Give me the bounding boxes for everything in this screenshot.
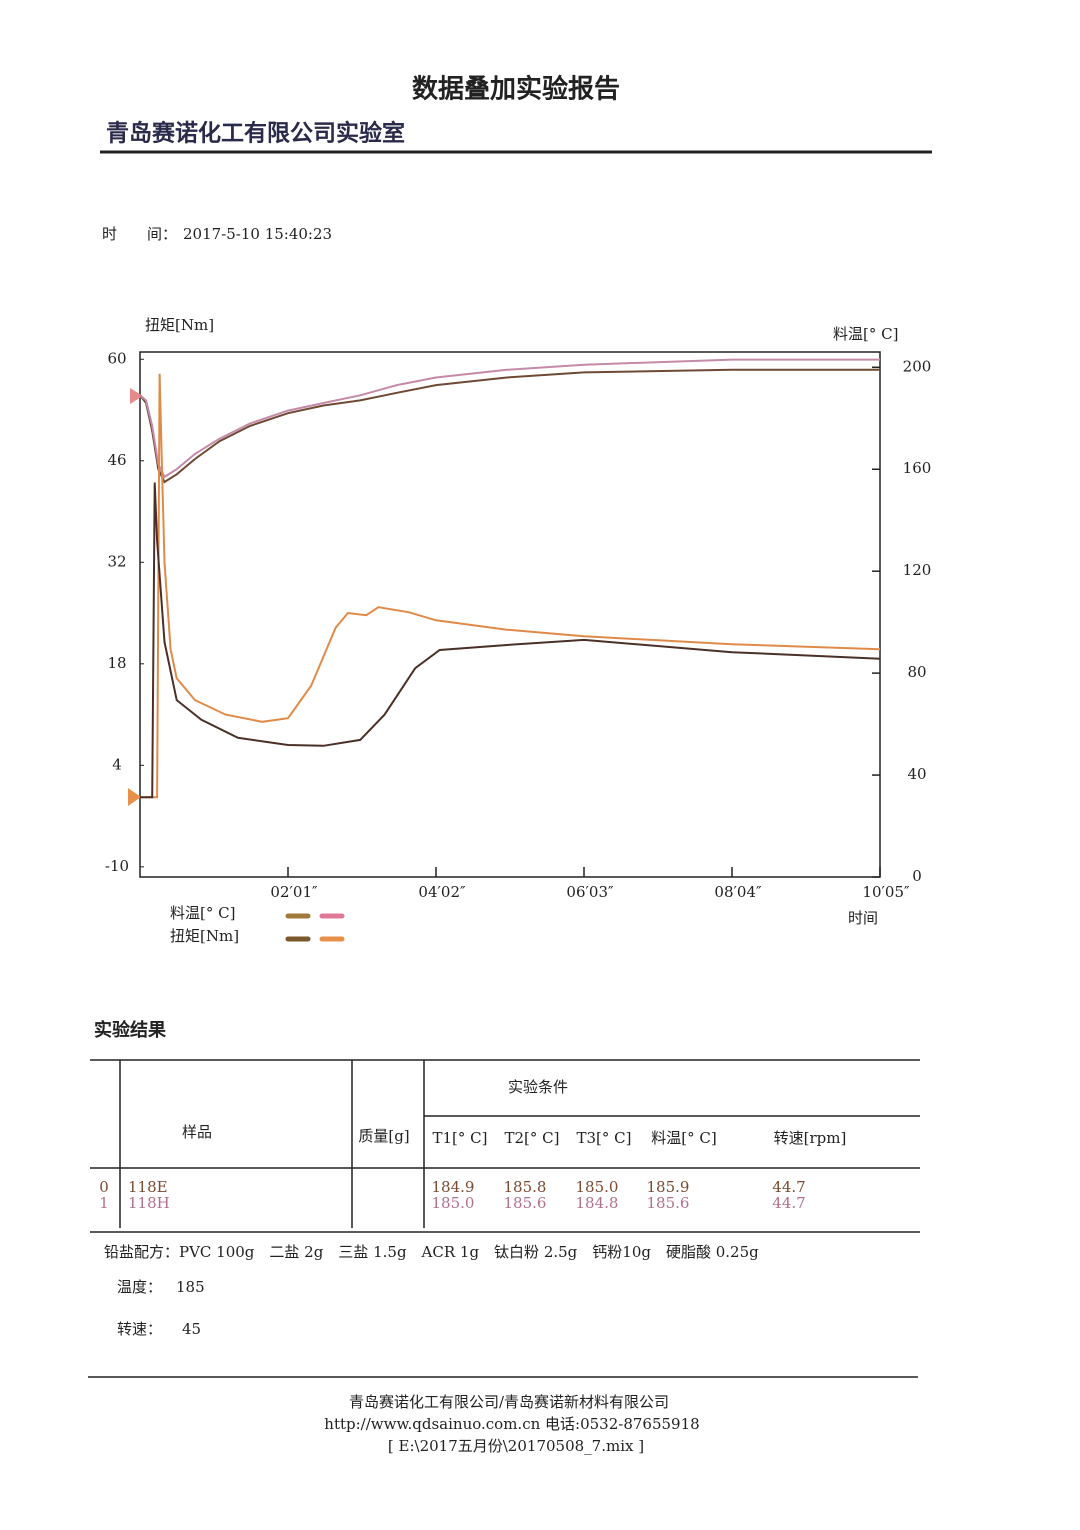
table-header: 质量[g] (358, 1127, 409, 1145)
x-axis-label: 时间 (848, 909, 878, 927)
footer-contact: http://www.qdsainuo.com.cn 电话:0532-87655… (324, 1415, 699, 1433)
start-marker (130, 388, 143, 404)
table-cell: 185.8 (504, 1178, 547, 1196)
y-tick-label: 32 (107, 552, 126, 570)
report-title: 数据叠加实验报告 (412, 74, 620, 105)
x-tick-label: 02′01″ (270, 883, 318, 901)
y2-tick-label: 160 (903, 459, 932, 477)
table-cell: 185.6 (504, 1194, 547, 1212)
table-header: 样品 (182, 1123, 212, 1141)
data-line (139, 358, 880, 479)
y-tick-label: 18 (107, 654, 126, 672)
speed-value: 45 (182, 1320, 201, 1338)
table-header: 实验条件 (508, 1078, 568, 1096)
lab-name: 青岛赛诺化工有限公司实验室 (106, 120, 405, 147)
x-tick-label: 06′03″ (566, 883, 614, 901)
table-cell: 185.0 (432, 1194, 475, 1212)
y-tick-label: 4 (112, 755, 122, 773)
table-header: 转速[rpm] (774, 1129, 847, 1147)
row-index: 1 (99, 1194, 109, 1212)
x-tick-label: 08′04″ (714, 883, 762, 901)
temp-label: 温度： (117, 1278, 162, 1296)
data-line (140, 482, 881, 799)
speed-label: 转速： (117, 1320, 162, 1338)
row-sample: 118H (128, 1194, 170, 1212)
plot-frame (139, 351, 881, 878)
y2-tick-label: 0 (912, 867, 922, 885)
legend-label: 扭矩[Nm] (170, 927, 239, 945)
table-header: T2[° C] (505, 1129, 560, 1147)
table-lines (90, 1059, 920, 1233)
results-title: 实验结果 (94, 1019, 167, 1041)
temp-value: 185 (176, 1278, 205, 1296)
table-cell: 185.9 (647, 1178, 690, 1196)
start-marker (128, 788, 141, 806)
x-tick-label: 04′02″ (418, 883, 466, 901)
time-value: 2017-5-10 15:40:23 (183, 225, 332, 243)
y2-axis-label: 料温[° C] (833, 325, 898, 343)
y2-tick-label: 80 (907, 663, 926, 681)
table-cell: 44.7 (772, 1194, 805, 1212)
formula: 铅盐配方：PVC 100g 二盐 2g 三盐 1.5g ACR 1g 钛白粉 2… (104, 1243, 759, 1261)
footer-company: 青岛赛诺化工有限公司/青岛赛诺新材料有限公司 (349, 1393, 669, 1411)
row-index: 0 (99, 1178, 109, 1196)
table-header: T3[° C] (577, 1129, 632, 1147)
x-tick-label: 10′05″ (862, 883, 910, 901)
y-tick-label: 60 (107, 349, 126, 367)
time-label: 时 间： (102, 225, 177, 243)
y2-tick-label: 40 (907, 765, 926, 783)
row-sample: 118E (128, 1178, 168, 1196)
y2-tick-label: 200 (903, 357, 932, 375)
table-cell: 185.0 (576, 1178, 619, 1196)
data-line (140, 373, 881, 799)
table-cell: 184.8 (576, 1194, 619, 1212)
table-header: 料温[° C] (651, 1129, 716, 1147)
footer-file: [ E:\2017五月份\20170508_7.mix ] (388, 1437, 644, 1455)
legend-label: 料温[° C] (170, 904, 235, 922)
table-cell: 184.9 (432, 1178, 475, 1196)
table-cell: 44.7 (772, 1178, 805, 1196)
y-axis-label: 扭矩[Nm] (145, 316, 214, 334)
table-cell: 185.6 (647, 1194, 690, 1212)
table-header: T1[° C] (433, 1129, 488, 1147)
y-tick-label: -10 (105, 857, 129, 875)
y2-tick-label: 120 (903, 561, 932, 579)
y-tick-label: 46 (107, 451, 126, 469)
